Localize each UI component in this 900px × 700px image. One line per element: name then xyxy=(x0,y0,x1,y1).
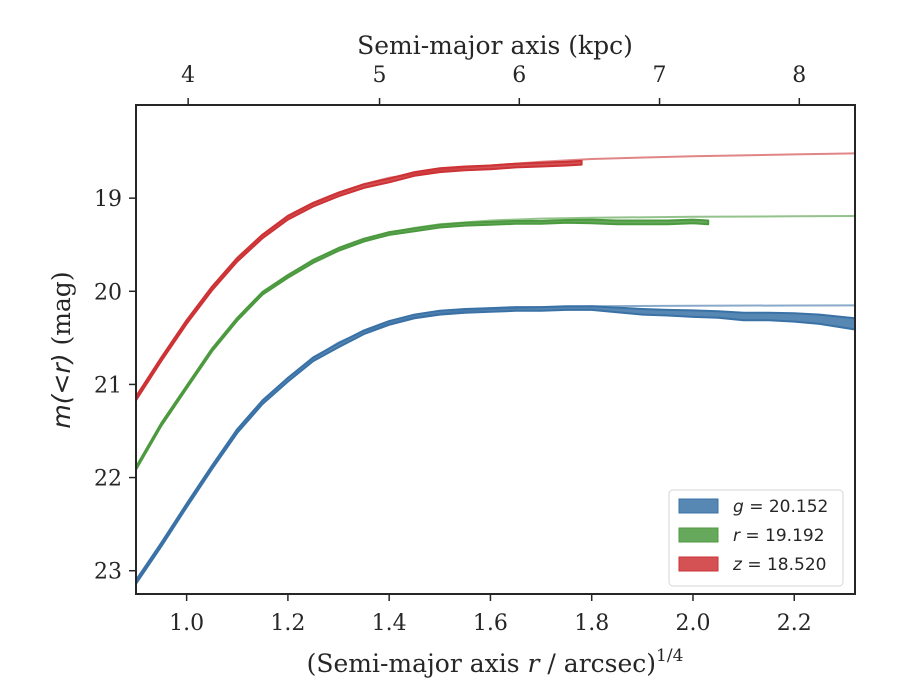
x-tick-label: 1.4 xyxy=(372,611,407,636)
series-z-model-line xyxy=(136,152,855,399)
top-tick-label: 5 xyxy=(373,63,387,88)
legend-label-r: r = 19.192 xyxy=(733,526,825,546)
plot-frame xyxy=(135,104,856,595)
series-g-model-line xyxy=(136,304,855,583)
legend-label-g: g = 20.152 xyxy=(733,497,828,517)
y-axis-ticks: 19 20 21 22 23 xyxy=(94,187,136,585)
series-r-model-line xyxy=(136,215,855,469)
y-tick-label: 20 xyxy=(94,280,122,305)
top-tick-label: 4 xyxy=(181,63,195,88)
y-axis-title: m(<r) (mag) xyxy=(47,271,76,428)
legend-label-z: z = 18.520 xyxy=(732,555,826,575)
legend-swatch-r xyxy=(678,527,719,543)
legend-swatch-g xyxy=(678,498,719,514)
x-tick-label: 1.2 xyxy=(270,611,305,636)
top-tick-label: 6 xyxy=(512,63,526,88)
x-tick-label: 1.0 xyxy=(169,611,204,636)
x-tick-label: 1.8 xyxy=(574,611,609,636)
top-tick-label: 7 xyxy=(653,63,667,88)
x-axis-title: (Semi-major axis r / arcsec)1/4 xyxy=(307,646,684,678)
top-tick-label: 8 xyxy=(792,63,806,88)
y-tick-label: 21 xyxy=(94,373,122,398)
x-tick-label: 2.0 xyxy=(675,611,710,636)
legend-swatch-z xyxy=(678,556,719,572)
x-tick-label: 2.2 xyxy=(777,611,812,636)
top-axis-title: Semi-major axis (kpc) xyxy=(357,31,633,60)
y-tick-label: 22 xyxy=(94,467,122,492)
model-curves xyxy=(136,152,855,583)
legend: g = 20.152 r = 19.192 z = 18.520 xyxy=(668,489,844,587)
series-g-measured-band xyxy=(136,305,855,585)
top-axis-ticks: 4 5 6 7 8 xyxy=(181,63,806,105)
x-axis-ticks: 1.0 1.2 1.4 1.6 1.8 2.0 2.2 xyxy=(169,594,812,636)
y-tick-label: 19 xyxy=(94,187,122,212)
x-tick-label: 1.6 xyxy=(473,611,508,636)
y-tick-label: 23 xyxy=(94,560,122,585)
